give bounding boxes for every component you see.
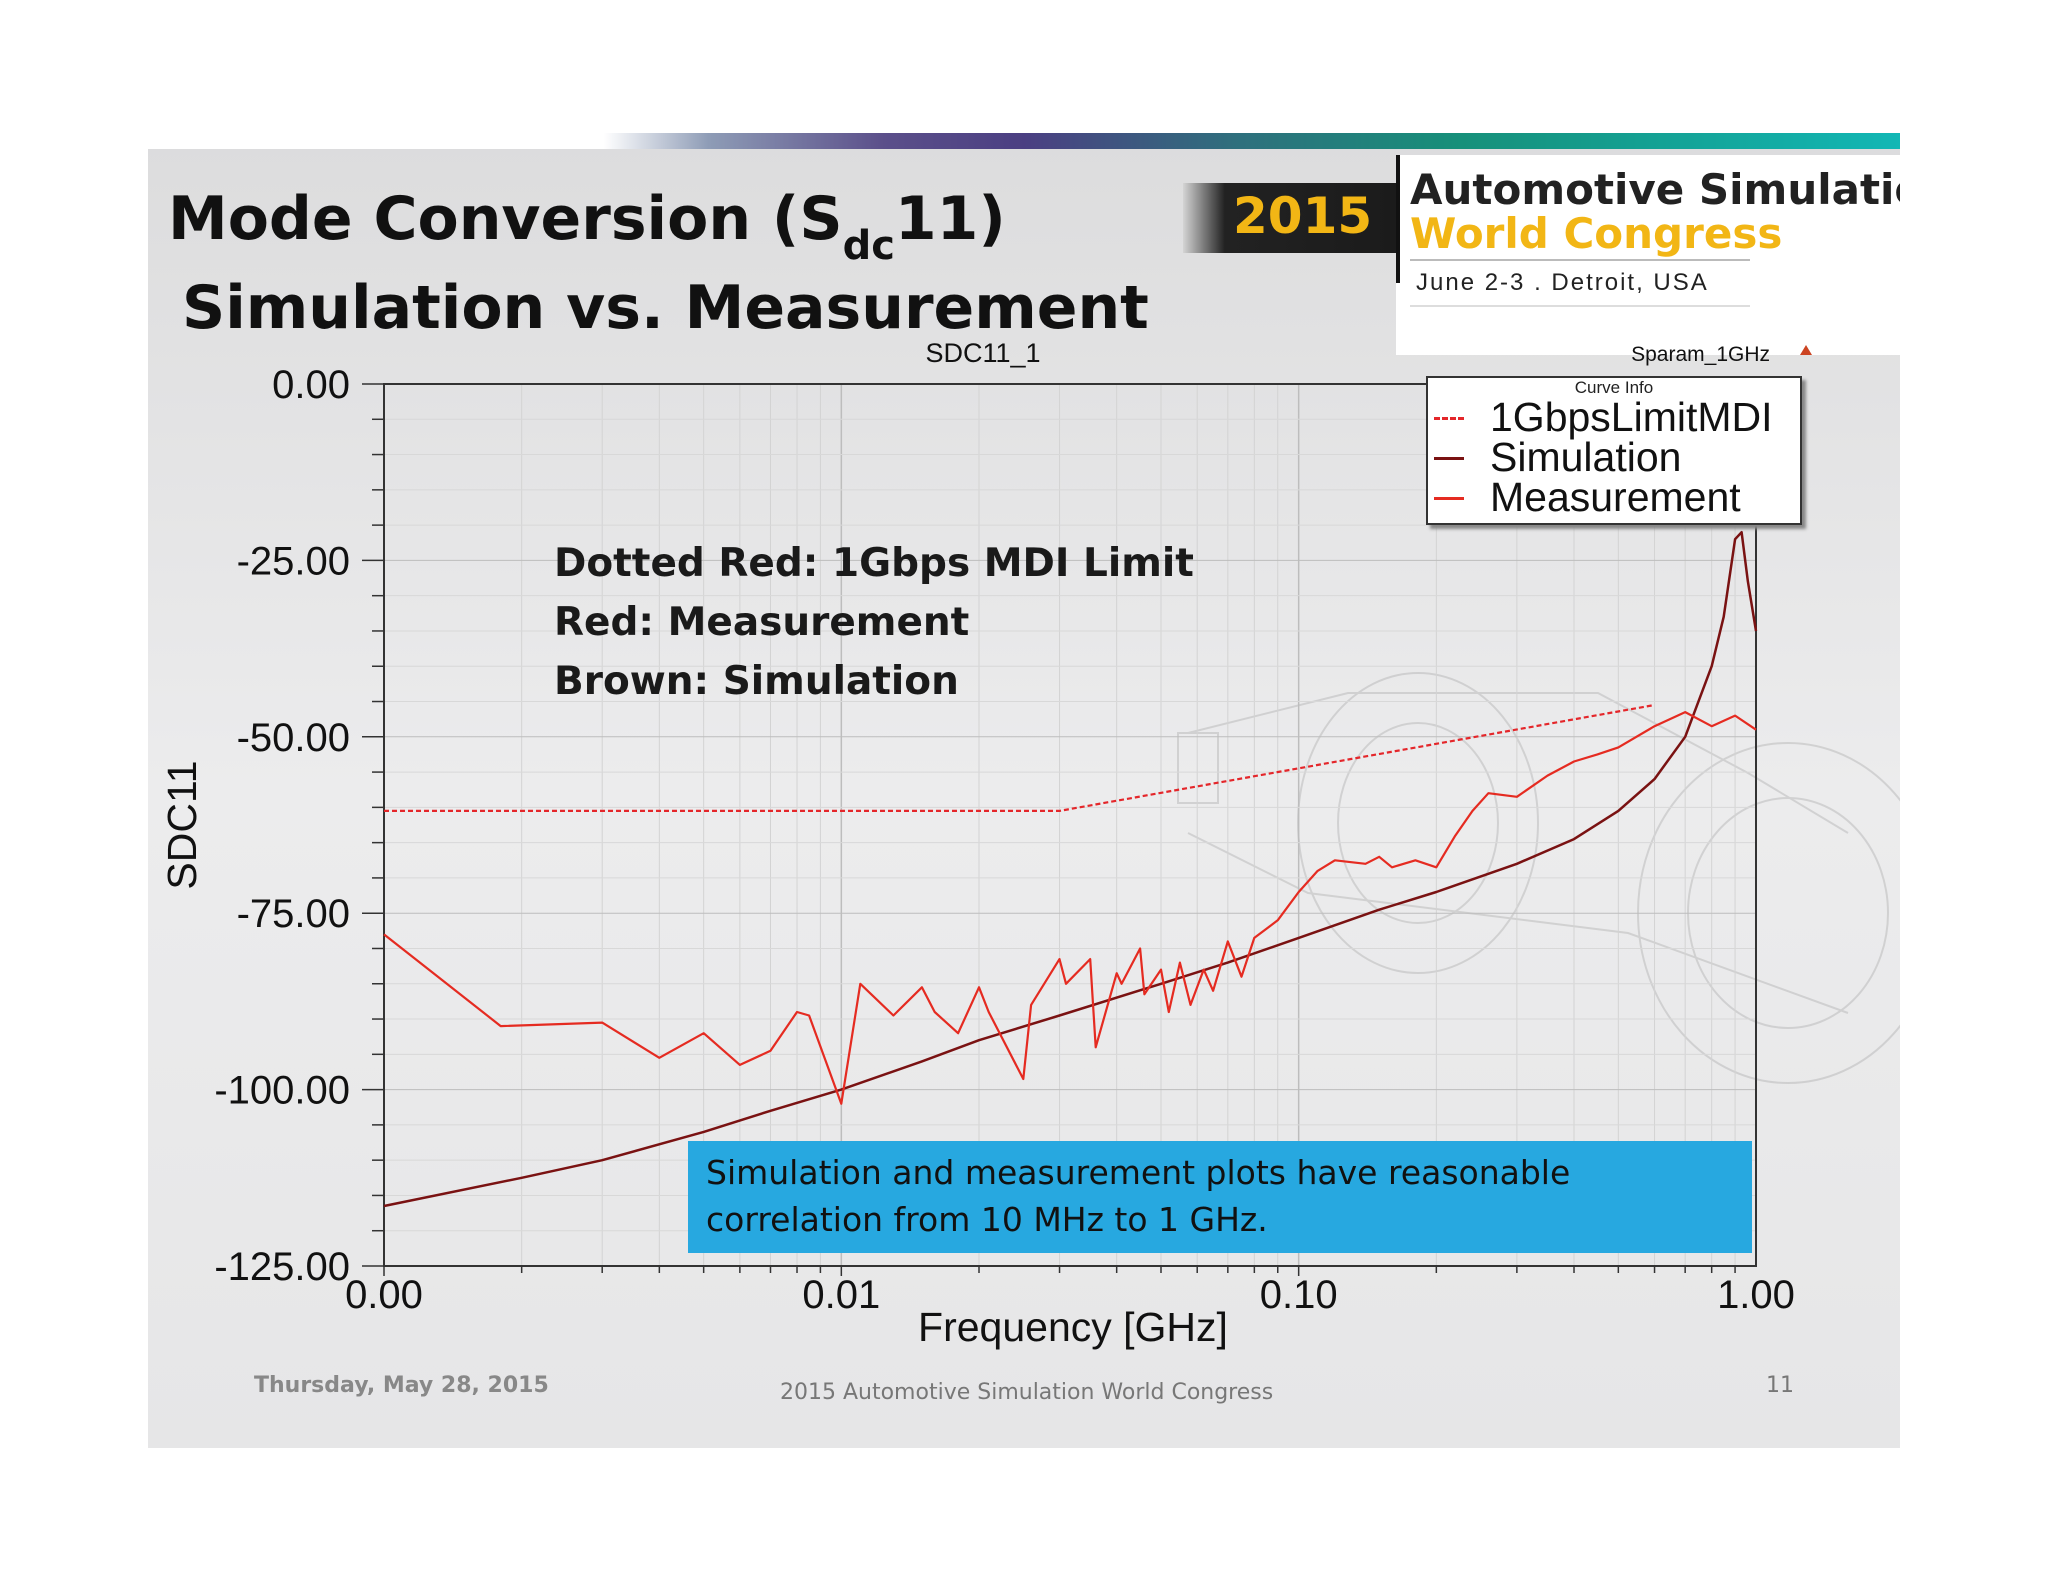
legend-label-measurement: Measurement <box>1490 474 1741 520</box>
series-simulation-line <box>383 530 1758 1208</box>
y-tick-label: -75.00 <box>237 892 350 936</box>
annotation-limit: Dotted Red: 1Gbps MDI Limit <box>554 541 1194 586</box>
x-tick-label: 0.10 <box>1260 1273 1338 1317</box>
correlation-note: Simulation and measurement plots have re… <box>688 1141 1752 1253</box>
chart-labels: 0.00 0.01 0.10 1.00 0.00 -25.00 -50.00 -75.00 -1… <box>214 363 1795 1317</box>
y-tick-label: -125.00 <box>214 1245 350 1289</box>
series-measurement-line <box>383 710 1757 1105</box>
logo-rule <box>1410 259 1750 261</box>
legend-item-simulation: Simulation <box>1428 434 1800 480</box>
annotation-measurement: Red: Measurement <box>554 600 970 645</box>
y-tick-label: -100.00 <box>214 1069 350 1113</box>
legend-label-limit: 1GbpsLimitMDI <box>1490 394 1773 440</box>
title-line-2: Simulation vs. Measurement <box>182 273 1149 343</box>
chart-grid <box>383 383 1756 1267</box>
logo-rule-2 <box>1410 305 1750 307</box>
x-axis-label: Frequency [GHz] <box>918 1304 1228 1350</box>
chart-ticks <box>362 383 1736 1276</box>
annotation-simulation: Brown: Simulation <box>554 659 959 704</box>
logo-divider <box>1396 155 1400 283</box>
congress-logo: Automotive Simulation World Congress Jun… <box>1396 155 1900 355</box>
y-tick-label: -25.00 <box>237 539 350 583</box>
legend-swatch-limit <box>1434 417 1464 420</box>
logo-line-2: World Congress <box>1410 209 1783 258</box>
legend-label-simulation: Simulation <box>1490 434 1682 480</box>
slide: Mode Conversion (Sdc11) Simulation vs. M… <box>148 133 1900 1448</box>
chart-title: SDC11_1 <box>925 338 1040 368</box>
year-badge: 2015 <box>1183 183 1415 253</box>
title-line-1: Mode Conversion (Sdc11) <box>168 184 1006 269</box>
collapse-icon[interactable] <box>1800 345 1812 355</box>
plot-frame <box>383 383 1757 1267</box>
slide-title: Mode Conversion (Sdc11) Simulation vs. M… <box>168 178 1149 349</box>
y-axis-label: SDC11 <box>159 760 205 889</box>
x-tick-label: 0.01 <box>802 1273 880 1317</box>
corner-label: Sparam_1GHz <box>1631 343 1770 366</box>
y-tick-label: 0.00 <box>272 363 350 407</box>
x-tick-label: 0.00 <box>345 1273 423 1317</box>
footer-page-number: 11 <box>1766 1373 1794 1398</box>
y-tick-label: -50.00 <box>237 716 350 760</box>
x-tick-label: 1.00 <box>1717 1273 1795 1317</box>
footer-center: 2015 Automotive Simulation World Congres… <box>780 1380 1274 1405</box>
logo-line-3: June 2-3 . Detroit, USA <box>1416 269 1709 296</box>
footer-date: Thursday, May 28, 2015 <box>254 1373 549 1398</box>
logo-line-1: Automotive Simulation <box>1410 165 1900 214</box>
top-gradient-bar <box>148 133 1900 149</box>
legend-swatch-simulation <box>1434 457 1464 460</box>
chart-series <box>383 530 1758 1208</box>
legend-item-limit: 1GbpsLimitMDI <box>1428 394 1800 440</box>
sdc11-chart: 0.00 0.01 0.10 1.00 0.00 -25.00 -50.00 -75.00 -1… <box>159 338 1900 1350</box>
curve-info-legend: Curve Info 1GbpsLimitMDI Simulation Meas… <box>1426 376 1802 525</box>
legend-title: Curve Info <box>1574 378 1654 397</box>
legend-item-measurement: Measurement <box>1428 474 1800 520</box>
series-limit-line <box>384 703 1655 813</box>
legend-swatch-measurement <box>1434 497 1464 500</box>
